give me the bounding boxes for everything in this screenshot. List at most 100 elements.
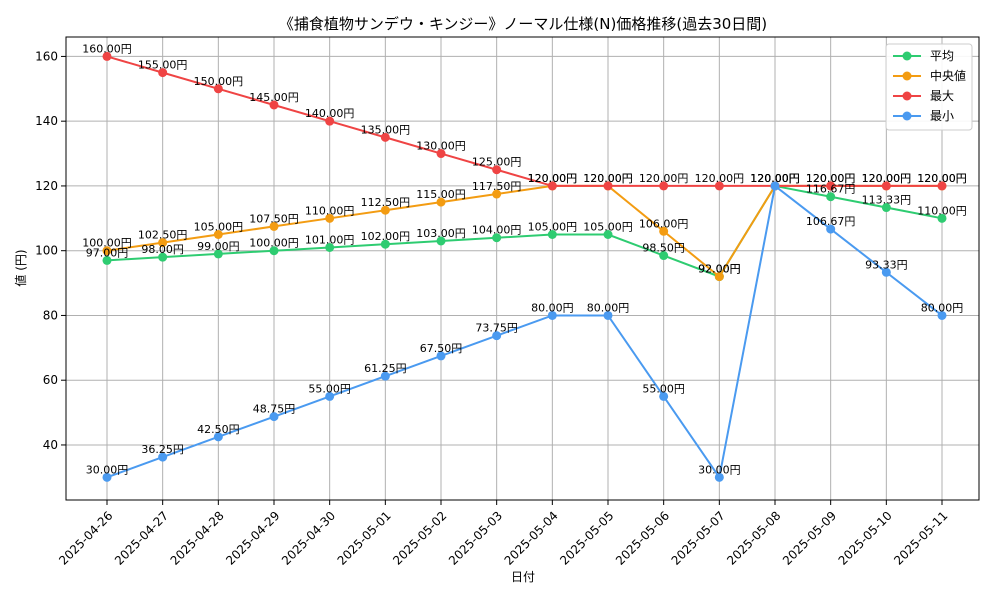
- series-line: [106, 55, 942, 187]
- data-label: 105.00円: [528, 221, 578, 234]
- x-tick-label: 2025-05-02: [390, 509, 449, 568]
- data-point: [102, 472, 112, 482]
- data-label: 107.50円: [249, 212, 299, 225]
- legend-label: 最大: [930, 89, 954, 103]
- data-label: 103.00円: [416, 227, 466, 240]
- y-tick-label: 40: [43, 438, 58, 452]
- data-point: [380, 371, 390, 381]
- x-tick-label: 2025-05-01: [335, 509, 394, 568]
- data-label: 110.00円: [917, 204, 967, 217]
- data-label: 125.00円: [472, 156, 522, 169]
- data-point: [547, 181, 557, 191]
- x-tick-label: 2025-05-05: [557, 509, 616, 568]
- data-label: 97.00円: [86, 246, 129, 259]
- data-label: 130.00円: [416, 140, 466, 153]
- data-point: [158, 68, 168, 78]
- data-label: 100.00円: [249, 237, 299, 250]
- data-label: 61.25円: [364, 362, 407, 375]
- data-label: 55.00円: [308, 382, 351, 395]
- legend-label: 最小: [930, 109, 954, 123]
- data-point: [826, 224, 836, 234]
- data-label: 160.00円: [82, 42, 132, 55]
- x-tick-label: 2025-04-26: [56, 509, 115, 568]
- x-tick-label: 2025-05-10: [836, 509, 895, 568]
- y-ticks: 40 60 80 100 120 140 160: [35, 49, 66, 452]
- data-label: 155.00円: [138, 59, 188, 72]
- data-point: [213, 84, 223, 94]
- data-label: 140.00円: [305, 107, 355, 120]
- data-point: [492, 233, 502, 243]
- data-label: 36.25円: [141, 443, 184, 456]
- legend-marker: [902, 51, 912, 61]
- data-label: 120.00円: [917, 172, 967, 185]
- data-point: [325, 116, 335, 126]
- data-point: [937, 213, 947, 223]
- data-label: 92.00円: [698, 263, 741, 276]
- data-point: [659, 391, 669, 401]
- x-tick-label: 2025-05-03: [446, 509, 505, 568]
- data-label: 80.00円: [921, 301, 964, 314]
- data-point: [269, 221, 279, 231]
- data-point: [659, 226, 669, 236]
- data-label: 117.50円: [472, 180, 522, 193]
- data-label: 120.00円: [750, 172, 800, 185]
- data-label: 116.67円: [806, 183, 856, 196]
- data-point: [380, 239, 390, 249]
- data-label: 99.00円: [197, 240, 240, 253]
- data-label: 150.00円: [194, 75, 244, 88]
- data-point: [937, 310, 947, 320]
- legend-label: 平均: [930, 49, 954, 63]
- legend-marker: [902, 111, 912, 121]
- x-ticks: 2025-04-262025-04-272025-04-282025-04-29…: [56, 500, 950, 568]
- data-label: 120.00円: [528, 172, 578, 185]
- data-point: [714, 472, 724, 482]
- data-point: [436, 197, 446, 207]
- data-point: [102, 255, 112, 265]
- data-label: 101.00円: [305, 233, 355, 246]
- data-point: [158, 452, 168, 462]
- data-label: 80.00円: [587, 301, 630, 314]
- data-point: [492, 331, 502, 341]
- data-label: 30.00円: [698, 463, 741, 476]
- data-label: 120.00円: [806, 172, 856, 185]
- data-label: 105.00円: [583, 221, 633, 234]
- data-point: [881, 181, 891, 191]
- data-point: [269, 412, 279, 422]
- data-label: 93.33円: [865, 258, 908, 271]
- x-tick-label: 2025-05-09: [780, 509, 839, 568]
- y-tick-label: 120: [35, 179, 58, 193]
- data-label: 73.75円: [475, 322, 518, 335]
- data-point: [659, 181, 669, 191]
- data-label: 120.00円: [862, 172, 912, 185]
- data-point: [325, 242, 335, 252]
- data-point: [714, 272, 724, 282]
- data-point: [213, 432, 223, 442]
- x-tick-label: 2025-05-08: [724, 509, 783, 568]
- data-label: 120.00円: [695, 172, 745, 185]
- data-label: 102.00円: [361, 230, 411, 243]
- data-label: 120.00円: [583, 172, 633, 185]
- data-label: 120.00円: [917, 172, 967, 185]
- y-tick-label: 100: [35, 244, 58, 258]
- data-label: 120.00円: [806, 172, 856, 185]
- data-point: [547, 310, 557, 320]
- data-label: 120.00円: [583, 172, 633, 185]
- data-point: [603, 230, 613, 240]
- x-tick-label: 2025-04-30: [279, 509, 338, 568]
- data-label: 102.50円: [138, 229, 188, 242]
- data-label: 67.50円: [420, 342, 463, 355]
- data-point: [380, 132, 390, 142]
- data-point: [102, 246, 112, 256]
- data-label: 112.50円: [361, 196, 411, 209]
- legend-box: [885, 43, 973, 131]
- data-point: [547, 230, 557, 240]
- data-label: 106.67円: [806, 215, 856, 228]
- data-label: 120.00円: [750, 172, 800, 185]
- legend-marker: [902, 91, 912, 101]
- chart-title: 《捕食植物サンデウ・キンジー》ノーマル仕様(N)価格推移(過去30日間): [279, 15, 767, 33]
- data-label: 42.50円: [197, 423, 240, 436]
- y-tick-label: 60: [43, 373, 58, 387]
- data-point: [937, 181, 947, 191]
- x-axis-title: 日付: [511, 570, 535, 584]
